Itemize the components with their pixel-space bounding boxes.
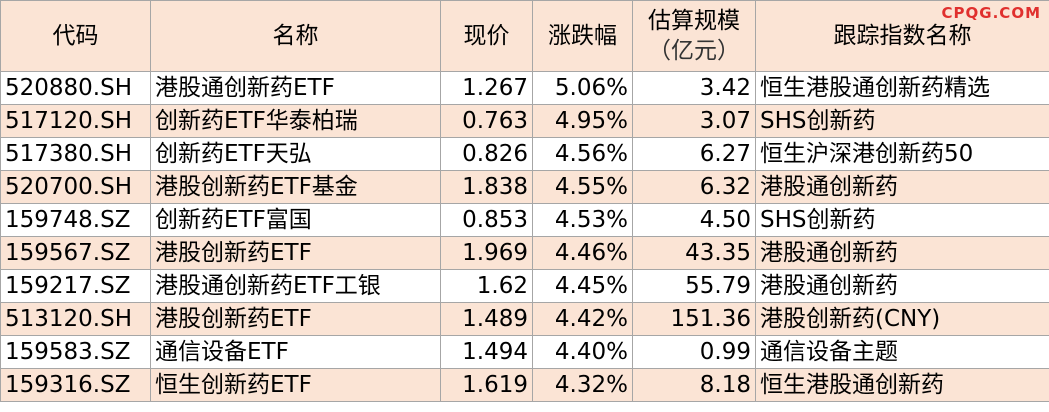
table-cell: 513120.SH <box>0 302 151 336</box>
table-row: 159217.SZ 港股通创新药ETF工银 1.62 4.45% 55.79 港股通创新药 <box>0 269 1049 303</box>
table-cell: 4.50 <box>632 203 756 237</box>
table-cell: 8.18 <box>632 368 756 402</box>
table-cell: 159217.SZ <box>0 269 151 303</box>
table-cell: 0.826 <box>440 137 533 171</box>
table-cell: 55.79 <box>632 269 756 303</box>
table-cell: 通信设备ETF <box>150 335 441 369</box>
table-cell: 520880.SH <box>0 71 151 105</box>
header-text: 现价 <box>463 23 510 49</box>
header-cell: 现价 <box>440 0 533 72</box>
table-cell: 4.46% <box>532 236 633 270</box>
table-row: 513120.SH 港股创新药ETF 1.489 4.42% 151.36 港股创新药(C… <box>0 302 1049 336</box>
table-cell: 3.42 <box>632 71 756 105</box>
table-cell: 1.838 <box>440 170 533 204</box>
header-text: 名称 <box>272 23 319 49</box>
table-cell: 1.619 <box>440 368 533 402</box>
table-cell: 通信设备主题 <box>755 335 1049 369</box>
table-cell: 创新药ETF富国 <box>150 203 441 237</box>
table-cell: 0.99 <box>632 335 756 369</box>
table-cell: 港股通创新药ETF <box>150 71 441 105</box>
table-cell: 4.45% <box>532 269 633 303</box>
table-cell: 恒生港股通创新药 <box>755 368 1049 402</box>
header-cell: 估算规模 （亿元） <box>632 0 756 72</box>
table-cell: 520700.SH <box>0 170 151 204</box>
table-cell: 6.27 <box>632 137 756 171</box>
table-row: 159583.SZ 通信设备ETF 1.494 4.40% 0.99 通信设备主题 <box>0 335 1049 369</box>
table-row: 159567.SZ 港股创新药ETF 1.969 4.46% 43.35 港股通创新药 <box>0 236 1049 270</box>
table-cell: 创新药ETF天弘 <box>150 137 441 171</box>
table-cell: 港股创新药ETF <box>150 236 441 270</box>
table-cell: 港股创新药ETF基金 <box>150 170 441 204</box>
table-cell: 4.42% <box>532 302 633 336</box>
table-cell: 6.32 <box>632 170 756 204</box>
header-row: 代码 名称 现价 涨跌幅 估算规模 （亿元） 跟踪指数名称 <box>0 0 1049 72</box>
table-cell: 4.56% <box>532 137 633 171</box>
table-row: 517120.SH 创新药ETF华泰柏瑞 0.763 4.95% 3.07 SHS创新药 <box>0 104 1049 138</box>
table-cell: 4.55% <box>532 170 633 204</box>
table-row: 520880.SH 港股通创新药ETF 1.267 5.06% 3.42 恒生港股通创新药… <box>0 71 1049 105</box>
table-cell: 1.489 <box>440 302 533 336</box>
header-text: 估算规模 <box>648 8 740 34</box>
table-cell: 5.06% <box>532 71 633 105</box>
table-row: 159748.SZ 创新药ETF富国 0.853 4.53% 4.50 SHS创新药 <box>0 203 1049 237</box>
table-cell: 0.763 <box>440 104 533 138</box>
table-cell: 恒生创新药ETF <box>150 368 441 402</box>
table-cell: 1.267 <box>440 71 533 105</box>
table-cell: 1.494 <box>440 335 533 369</box>
table-body: 520880.SH 港股通创新药ETF 1.267 5.06% 3.42 恒生港股通创新药… <box>0 71 1049 402</box>
table-cell: 3.07 <box>632 104 756 138</box>
header-text: 涨跌幅 <box>548 23 617 49</box>
table-cell: 4.40% <box>532 335 633 369</box>
table-cell: 1.62 <box>440 269 533 303</box>
header-text: 代码 <box>52 23 99 49</box>
table-cell: 151.36 <box>632 302 756 336</box>
table-cell: 港股创新药ETF <box>150 302 441 336</box>
table-row: 159316.SZ 恒生创新药ETF 1.619 4.32% 8.18 恒生港股通创新药 <box>0 368 1049 402</box>
table-cell: 0.853 <box>440 203 533 237</box>
table-cell: 4.53% <box>532 203 633 237</box>
table-cell: 恒生港股通创新药精选 <box>755 71 1049 105</box>
table-cell: 港股创新药(CNY) <box>755 302 1049 336</box>
table-cell: 1.969 <box>440 236 533 270</box>
table-cell: SHS创新药 <box>755 203 1049 237</box>
header-cell: 涨跌幅 <box>532 0 633 72</box>
table-cell: 港股通创新药 <box>755 170 1049 204</box>
table-cell: 港股通创新药ETF工银 <box>150 269 441 303</box>
header-subtext: （亿元） <box>648 38 740 64</box>
table-row: 520700.SH 港股创新药ETF基金 1.838 4.55% 6.32 港股通创新药 <box>0 170 1049 204</box>
table-cell: 港股通创新药 <box>755 236 1049 270</box>
table-cell: 159567.SZ <box>0 236 151 270</box>
table-cell: 159748.SZ <box>0 203 151 237</box>
table-cell: 159316.SZ <box>0 368 151 402</box>
table-cell: 517380.SH <box>0 137 151 171</box>
table-cell: 4.95% <box>532 104 633 138</box>
header-cell: 跟踪指数名称 <box>755 0 1049 72</box>
header-text: 跟踪指数名称 <box>833 23 972 49</box>
table-cell: 159583.SZ <box>0 335 151 369</box>
watermark: CPQG.COM <box>941 4 1041 22</box>
header-cell: 代码 <box>0 0 151 72</box>
table-cell: 创新药ETF华泰柏瑞 <box>150 104 441 138</box>
table-cell: 恒生沪深港创新药50 <box>755 137 1049 171</box>
table-cell: 4.32% <box>532 368 633 402</box>
table-cell: SHS创新药 <box>755 104 1049 138</box>
table-row: 517380.SH 创新药ETF天弘 0.826 4.56% 6.27 恒生沪深港创新药5… <box>0 137 1049 171</box>
etf-table: 代码 名称 现价 涨跌幅 估算规模 （亿元） 跟踪指数名称 520880.SH 港股通创新药E… <box>0 0 1049 402</box>
header-cell: 名称 <box>150 0 441 72</box>
table-cell: 517120.SH <box>0 104 151 138</box>
table-cell: 港股通创新药 <box>755 269 1049 303</box>
table-cell: 43.35 <box>632 236 756 270</box>
